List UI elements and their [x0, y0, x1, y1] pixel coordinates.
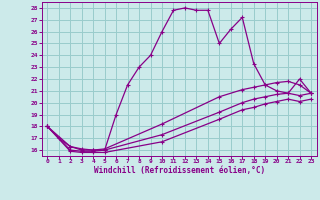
- X-axis label: Windchill (Refroidissement éolien,°C): Windchill (Refroidissement éolien,°C): [94, 166, 265, 175]
